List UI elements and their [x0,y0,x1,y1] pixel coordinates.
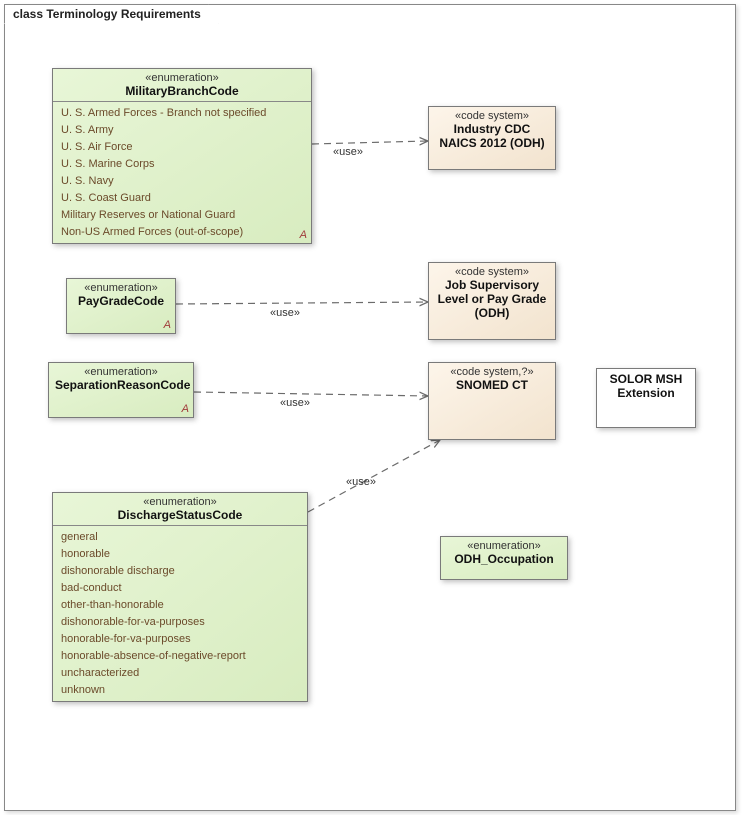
separation-reason-box: «enumeration»SeparationReasonCode A [48,362,194,418]
separation-reason-header: «enumeration»SeparationReasonCode [49,363,193,395]
military-branch-item: U. S. Navy [61,173,303,190]
pay-grade-abstract-marker: A [164,319,171,331]
job-supervisory-box: «code system»Job SupervisoryLevel or Pay… [428,262,556,340]
job-supervisory-title_line2: Level or Pay Grade [435,292,549,306]
military-branch-item: Military Reserves or National Guard [61,207,303,224]
military-branch-item: U. S. Marine Corps [61,156,303,173]
industry-cdc-box: «code system»Industry CDCNAICS 2012 (ODH… [428,106,556,170]
odh-occupation-box: «enumeration»ODH_Occupation [440,536,568,580]
snomed-title: SNOMED CT [435,378,549,392]
military-branch-item: Non-US Armed Forces (out-of-scope) [61,224,303,241]
military-branch-items: U. S. Armed Forces - Branch not specifie… [53,102,311,247]
military-branch-item: U. S. Air Force [61,139,303,156]
use-label: «use» [270,307,300,319]
discharge-status-item: dishonorable-for-va-purposes [61,614,299,631]
military-branch-item: U. S. Army [61,122,303,139]
pay-grade-title: PayGradeCode [73,294,169,308]
frame-title: class Terminology Requirements [13,7,201,21]
solor-title_line2: Extension [603,386,689,400]
pay-grade-stereotype: «enumeration» [73,282,169,294]
pay-grade-box: «enumeration»PayGradeCode A [66,278,176,334]
odh-occupation-title: ODH_Occupation [447,552,561,566]
frame-title-tab: class Terminology Requirements [4,4,219,24]
discharge-status-item: dishonorable discharge [61,563,299,580]
industry-cdc-title_line2: NAICS 2012 (ODH) [435,136,549,150]
use-label: «use» [346,476,376,488]
job-supervisory-title_line1: Job Supervisory [435,278,549,292]
discharge-status-item: honorable [61,546,299,563]
odh-occupation-header: «enumeration»ODH_Occupation [441,537,567,569]
solor-title_line1: SOLOR MSH [603,372,689,386]
industry-cdc-stereotype: «code system» [435,110,549,122]
discharge-status-item: honorable-for-va-purposes [61,631,299,648]
job-supervisory-title_line3: (ODH) [435,306,549,320]
discharge-status-item: honorable-absence-of-negative-report [61,648,299,665]
military-branch-stereotype: «enumeration» [59,72,305,84]
military-branch-item: U. S. Armed Forces - Branch not specifie… [61,105,303,122]
pay-grade-header: «enumeration»PayGradeCode [67,279,175,311]
job-supervisory-header: «code system»Job SupervisoryLevel or Pay… [429,263,555,323]
solor-header: SOLOR MSHExtension [597,369,695,403]
odh-occupation-stereotype: «enumeration» [447,540,561,552]
military-branch-box: «enumeration»MilitaryBranchCode U. S. Arm… [52,68,312,244]
military-branch-title: MilitaryBranchCode [59,84,305,98]
industry-cdc-title_line1: Industry CDC [435,122,549,136]
military-branch-abstract-marker: A [300,229,307,241]
military-branch-item: U. S. Coast Guard [61,190,303,207]
snomed-stereotype: «code system,?» [435,366,549,378]
diagram-canvas: class Terminology Requirements «enumerat… [0,0,742,815]
use-label: «use» [333,146,363,158]
discharge-status-box: «enumeration»DischargeStatusCodegeneralh… [52,492,308,702]
discharge-status-title: DischargeStatusCode [59,508,301,522]
military-branch-header: «enumeration»MilitaryBranchCode [53,69,311,102]
discharge-status-item: other-than-honorable [61,597,299,614]
discharge-status-item: uncharacterized [61,665,299,682]
snomed-header: «code system,?»SNOMED CT [429,363,555,395]
discharge-status-items: generalhonorabledishonorable dischargeba… [53,526,307,705]
solor-box: SOLOR MSHExtension [596,368,696,428]
use-label: «use» [280,397,310,409]
discharge-status-item: bad-conduct [61,580,299,597]
discharge-status-header: «enumeration»DischargeStatusCode [53,493,307,526]
discharge-status-item: general [61,529,299,546]
snomed-box: «code system,?»SNOMED CT [428,362,556,440]
discharge-status-stereotype: «enumeration» [59,496,301,508]
job-supervisory-stereotype: «code system» [435,266,549,278]
industry-cdc-header: «code system»Industry CDCNAICS 2012 (ODH… [429,107,555,153]
discharge-status-item: unknown [61,682,299,699]
separation-reason-title: SeparationReasonCode [55,378,187,392]
separation-reason-stereotype: «enumeration» [55,366,187,378]
separation-reason-abstract-marker: A [182,403,189,415]
